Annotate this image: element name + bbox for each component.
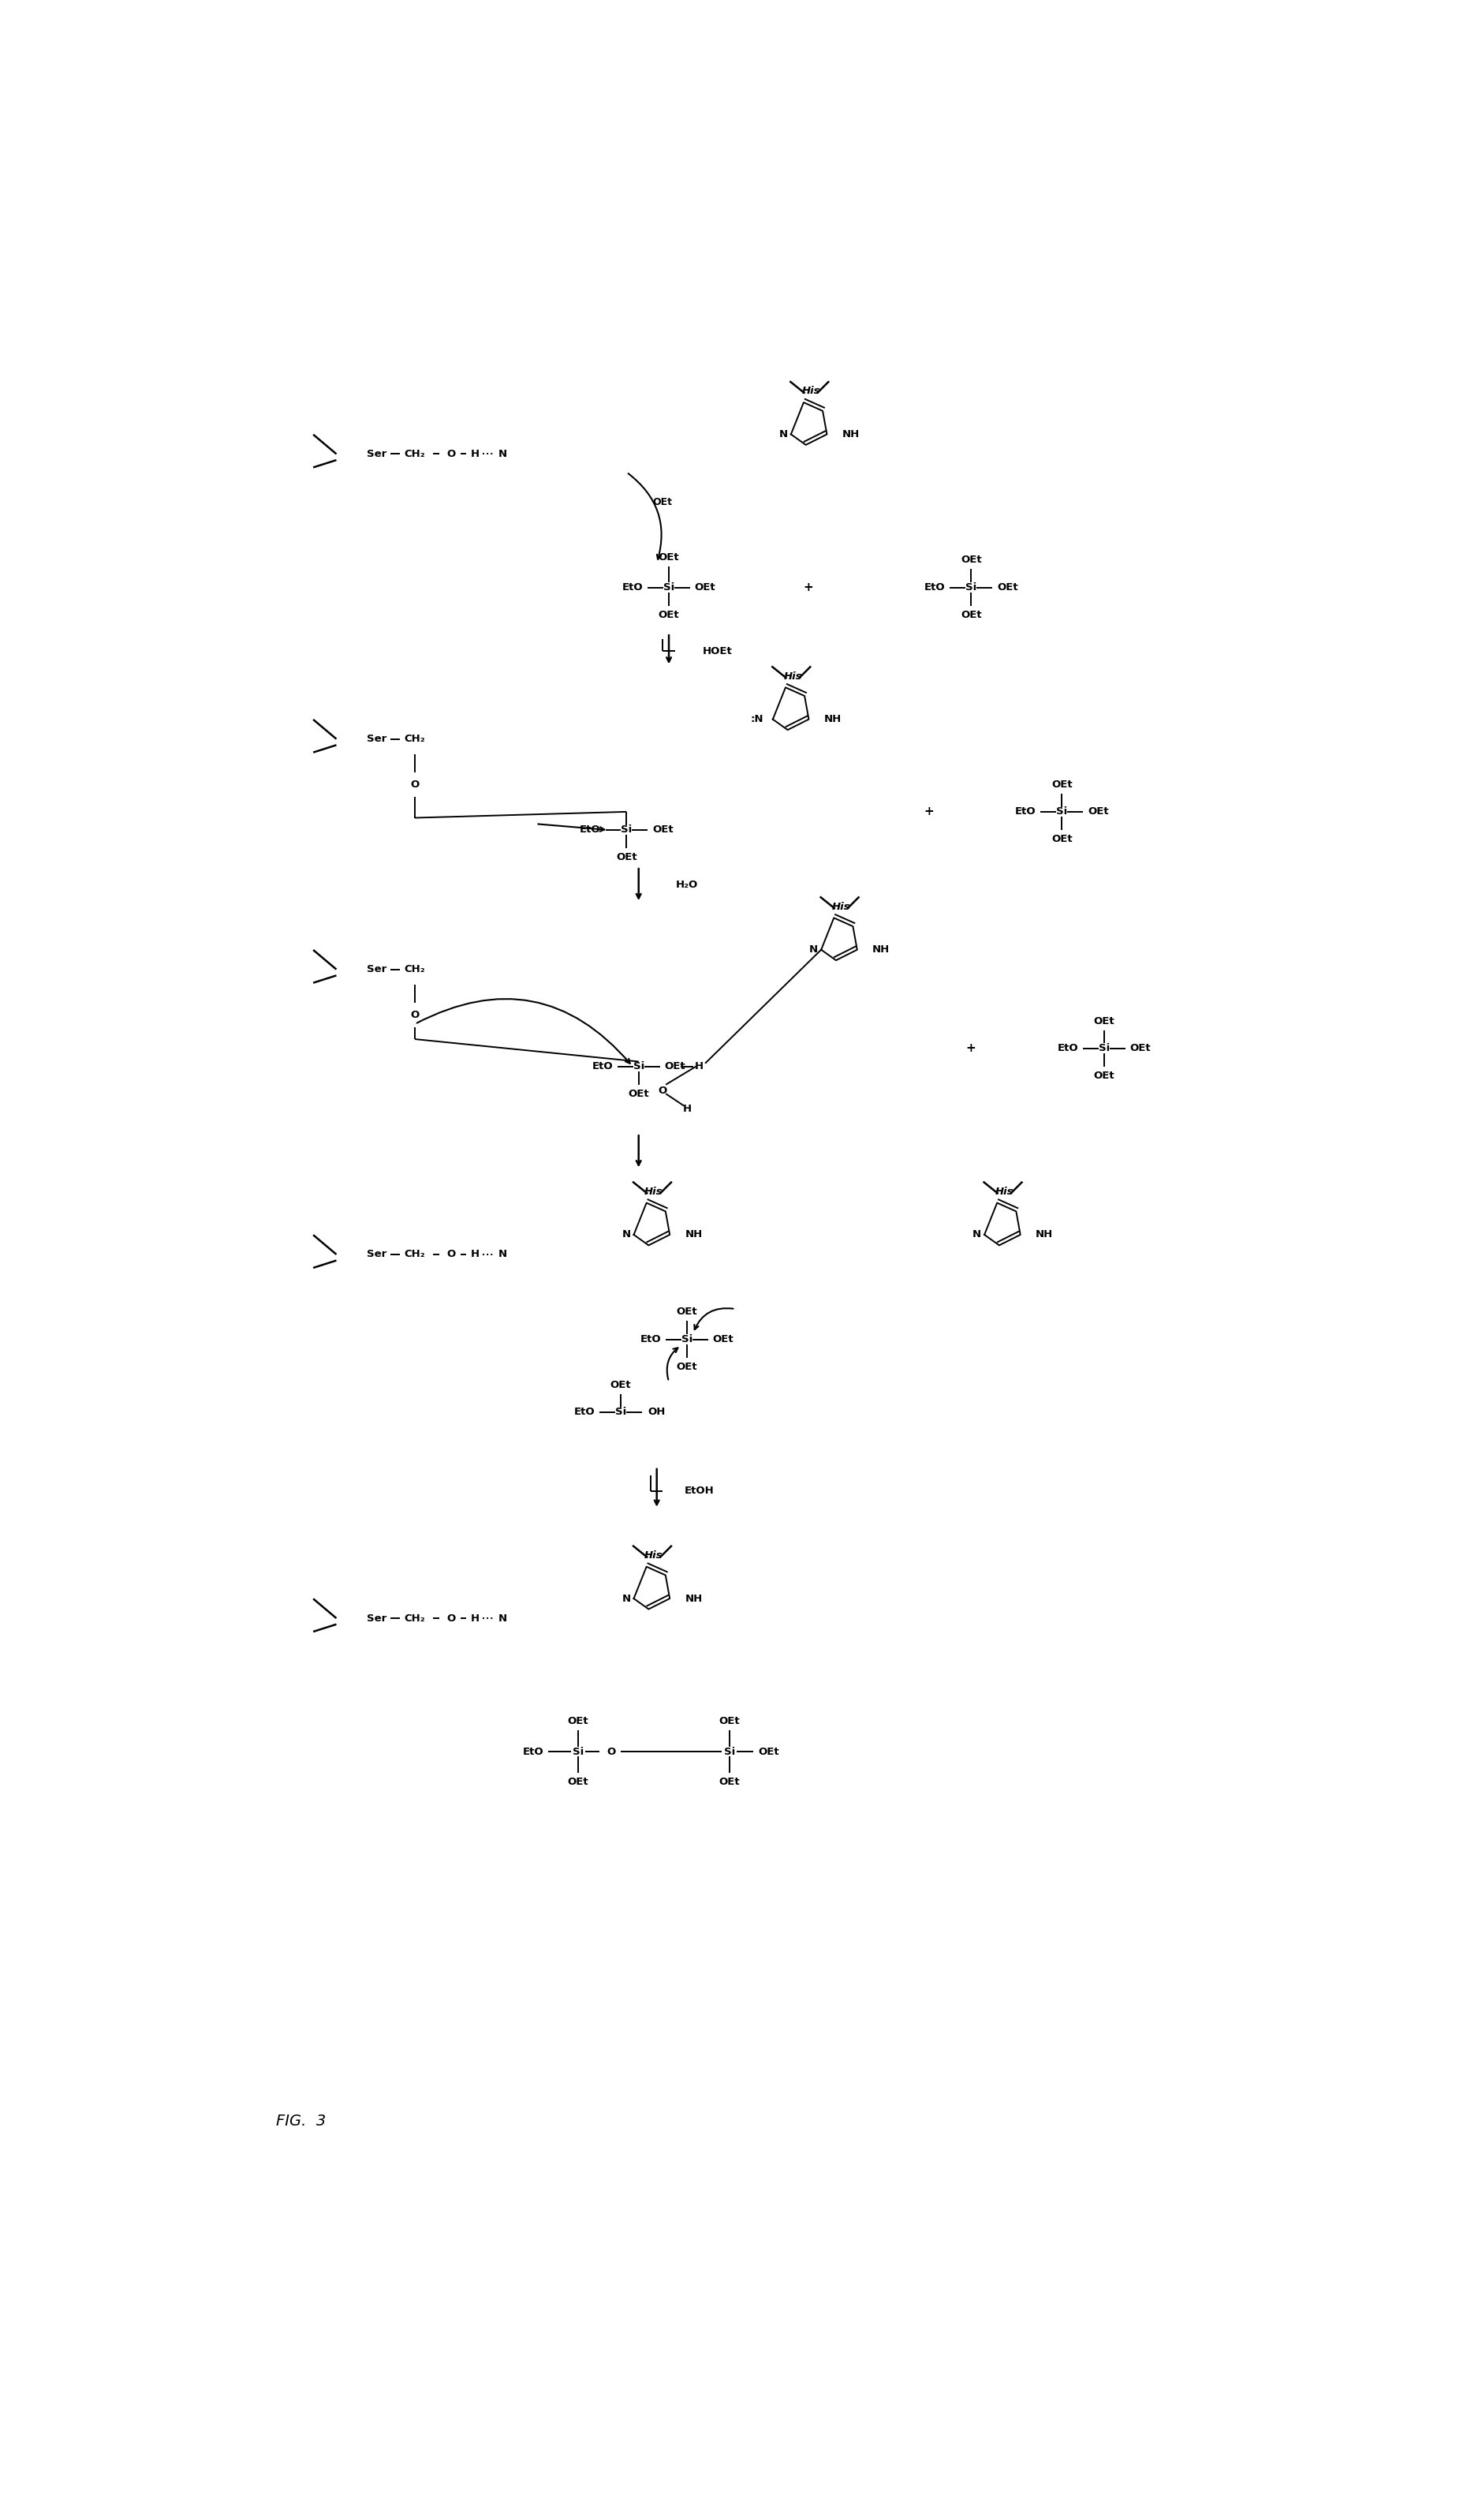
Text: H: H <box>683 1104 692 1114</box>
Text: +: + <box>923 806 934 816</box>
Text: EtO: EtO <box>925 582 946 592</box>
Text: N: N <box>972 1230 981 1240</box>
Text: OEt: OEt <box>676 1361 698 1371</box>
Text: CH₂: CH₂ <box>405 733 425 743</box>
Text: OEt: OEt <box>719 1716 740 1726</box>
Text: Si: Si <box>1057 806 1067 816</box>
Text: OEt: OEt <box>568 1716 588 1726</box>
Text: His: His <box>784 670 802 680</box>
Text: N: N <box>622 1593 631 1603</box>
Text: OEt: OEt <box>658 552 679 562</box>
Text: OEt: OEt <box>1094 1016 1114 1026</box>
Text: OEt: OEt <box>960 610 981 620</box>
Text: CH₂: CH₂ <box>405 1613 425 1623</box>
Text: His: His <box>645 1550 662 1560</box>
Text: N: N <box>498 449 507 459</box>
Text: Ser: Ser <box>366 733 387 743</box>
Text: N: N <box>622 1230 631 1240</box>
Text: H: H <box>471 1613 480 1623</box>
Text: Ser: Ser <box>366 1250 387 1260</box>
Text: CH₂: CH₂ <box>405 449 425 459</box>
Text: O: O <box>411 779 419 789</box>
Text: Si: Si <box>621 824 633 834</box>
Text: FIG.  3: FIG. 3 <box>276 2114 326 2129</box>
Text: Si: Si <box>1098 1043 1110 1053</box>
Text: Si: Si <box>965 582 977 592</box>
Text: EtO: EtO <box>574 1406 594 1416</box>
Text: EtO: EtO <box>622 582 643 592</box>
Text: OEt: OEt <box>997 582 1018 592</box>
Text: EtO: EtO <box>579 824 600 834</box>
Text: H: H <box>471 1250 480 1260</box>
Text: N: N <box>809 945 818 955</box>
Text: OEt: OEt <box>1094 1071 1114 1081</box>
Text: OEt: OEt <box>1051 834 1073 844</box>
Text: +: + <box>966 1043 977 1053</box>
Text: N: N <box>780 428 788 438</box>
Text: NH: NH <box>824 713 842 723</box>
Text: Ser: Ser <box>366 1613 387 1623</box>
Text: EtO: EtO <box>1057 1043 1079 1053</box>
Text: :N: :N <box>751 713 763 723</box>
Text: N: N <box>498 1613 507 1623</box>
Text: OEt: OEt <box>1051 779 1073 789</box>
Text: NH: NH <box>842 428 860 438</box>
Text: Ser: Ser <box>366 449 387 459</box>
Text: H: H <box>695 1061 704 1071</box>
Text: EtOH: EtOH <box>685 1487 714 1497</box>
Text: His: His <box>831 902 851 912</box>
Text: HOEt: HOEt <box>702 645 732 655</box>
Text: EtO: EtO <box>522 1746 544 1756</box>
Text: O: O <box>446 449 455 459</box>
Text: OEt: OEt <box>719 1777 740 1787</box>
Text: H: H <box>471 449 480 459</box>
Text: His: His <box>994 1187 1014 1197</box>
Text: Si: Si <box>664 582 674 592</box>
Text: His: His <box>645 1187 662 1197</box>
Text: OEt: OEt <box>676 1308 698 1318</box>
Text: OEt: OEt <box>1129 1043 1152 1053</box>
Text: NH: NH <box>685 1593 702 1603</box>
Text: OEt: OEt <box>611 1378 631 1391</box>
Text: OEt: OEt <box>658 610 679 620</box>
Text: H₂O: H₂O <box>676 879 698 890</box>
Text: N: N <box>498 1250 507 1260</box>
Text: NH: NH <box>1036 1230 1054 1240</box>
Text: O: O <box>608 1746 617 1756</box>
Text: CH₂: CH₂ <box>405 965 425 975</box>
Text: OEt: OEt <box>628 1089 649 1099</box>
Text: OEt: OEt <box>1088 806 1109 816</box>
Text: Si: Si <box>615 1406 625 1416</box>
Text: OEt: OEt <box>759 1746 780 1756</box>
Text: Si: Si <box>633 1061 645 1071</box>
Text: OH: OH <box>648 1406 665 1416</box>
Text: NH: NH <box>685 1230 702 1240</box>
Text: Si: Si <box>723 1746 735 1756</box>
Text: OEt: OEt <box>652 824 673 834</box>
Text: O: O <box>658 1086 667 1096</box>
Text: His: His <box>802 386 820 396</box>
Text: O: O <box>446 1250 455 1260</box>
Text: OEt: OEt <box>568 1777 588 1787</box>
Text: Si: Si <box>682 1333 692 1346</box>
Text: O: O <box>446 1613 455 1623</box>
Text: O: O <box>411 1011 419 1021</box>
Text: OEt: OEt <box>695 582 716 592</box>
Text: OEt: OEt <box>713 1333 734 1346</box>
Text: OEt: OEt <box>617 852 637 862</box>
Text: EtO: EtO <box>1015 806 1036 816</box>
Text: OEt: OEt <box>960 554 981 564</box>
Text: EtO: EtO <box>640 1333 661 1346</box>
Text: EtO: EtO <box>591 1061 614 1071</box>
Text: CH₂: CH₂ <box>405 1250 425 1260</box>
Text: NH: NH <box>873 945 889 955</box>
Text: Si: Si <box>572 1746 584 1756</box>
Text: Ser: Ser <box>366 965 387 975</box>
Text: OEt: OEt <box>664 1061 685 1071</box>
Text: OEt: OEt <box>654 496 673 507</box>
Text: +: + <box>803 582 814 592</box>
